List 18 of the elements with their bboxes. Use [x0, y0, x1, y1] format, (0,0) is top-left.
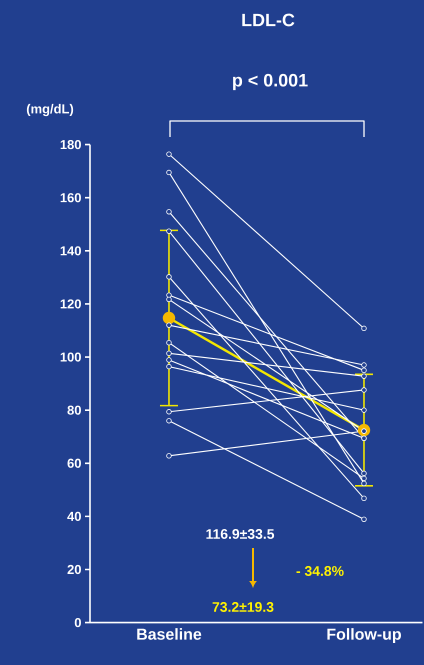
y-tick-label: 20: [68, 564, 81, 574]
annotation: 116.9±33.5: [206, 529, 274, 539]
text: p < 0.001: [233, 74, 308, 90]
y-tick-label: 80: [67, 406, 81, 415]
y-tick-label: 160: [60, 193, 81, 202]
y-tick-label: 0: [74, 618, 81, 628]
y-tick-label: 180: [60, 140, 81, 150]
x-tick-label: Baseline: [137, 628, 202, 640]
annotation: - 34.8%: [296, 566, 344, 576]
y-tick-label: 120: [60, 299, 81, 309]
y-axis-title: (mg/dL): [26, 104, 74, 116]
chart-title: LDL-C: [242, 14, 294, 26]
y-tick-label: 140: [60, 246, 81, 256]
y-tick-label: 100: [60, 352, 81, 362]
y-tick-label: 40: [67, 512, 81, 521]
y-tick-label: 60: [68, 458, 81, 468]
x-tick-label: Follow-up: [327, 628, 401, 643]
annotation: 73.2±19.3: [212, 602, 274, 612]
